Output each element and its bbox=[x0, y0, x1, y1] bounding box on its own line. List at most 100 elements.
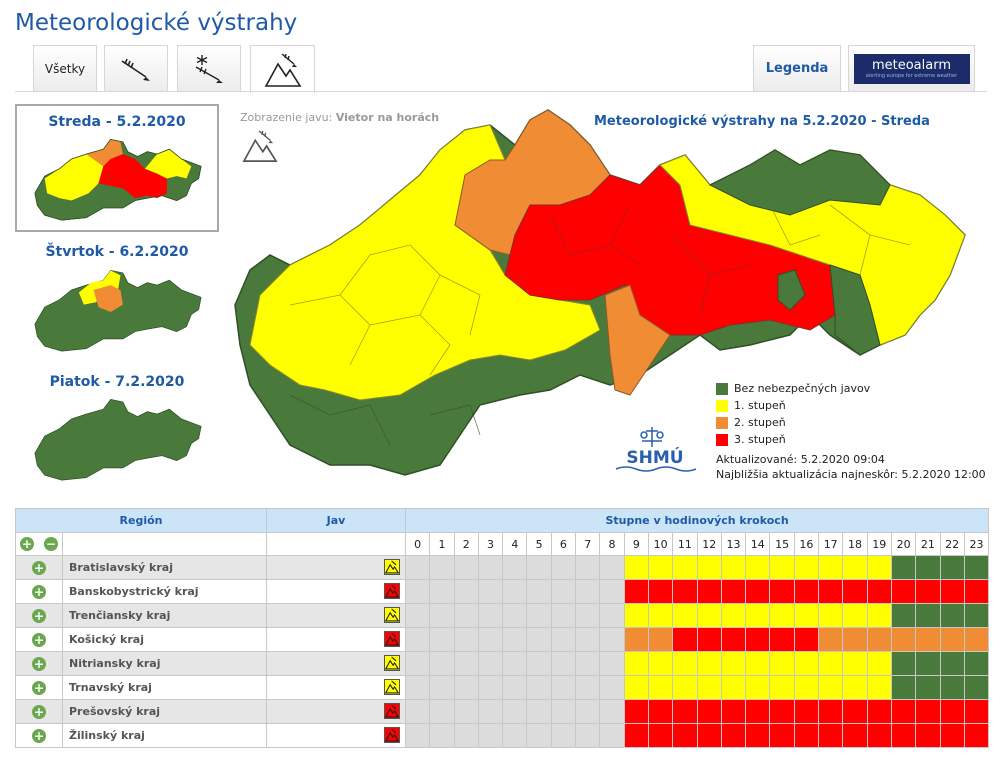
hour-level-cell bbox=[477, 723, 504, 748]
hour-level-cell bbox=[575, 555, 601, 580]
legend-row: 1. stupeň bbox=[716, 397, 870, 414]
expand-row-button[interactable]: + bbox=[32, 584, 46, 599]
hour-level-cell bbox=[502, 699, 528, 724]
tab-all[interactable]: Všetky bbox=[33, 45, 97, 91]
table-row[interactable]: + Žilinský kraj bbox=[15, 723, 990, 748]
legend-row: Bez nebezpečných javov bbox=[716, 380, 870, 397]
hour-level-cell bbox=[623, 699, 649, 724]
hour-level-cell bbox=[866, 723, 892, 748]
hour-header: 18 bbox=[842, 532, 868, 556]
table-row[interactable]: + Prešovský kraj bbox=[15, 699, 990, 724]
hour-level-cell bbox=[769, 603, 795, 628]
hour-level-cell bbox=[793, 651, 820, 676]
snow-wind-icon bbox=[195, 54, 223, 83]
next-update: Najbližšia aktualizácia najneskôr: 5.2.2… bbox=[716, 468, 986, 481]
hour-level-cell bbox=[720, 579, 747, 604]
hour-level-cell bbox=[745, 603, 771, 628]
hour-level-cell bbox=[939, 675, 965, 700]
mini-map-streda[interactable] bbox=[28, 137, 208, 225]
expand-collapse-controls: + − bbox=[15, 532, 63, 556]
hour-level-cell bbox=[890, 579, 917, 604]
mountain-wind-icon[interactable] bbox=[384, 631, 400, 647]
mountain-wind-icon[interactable] bbox=[384, 727, 400, 743]
hour-header: 8 bbox=[599, 532, 625, 556]
expand-row-button[interactable]: + bbox=[32, 704, 46, 719]
table-row[interactable]: + Trnavský kraj bbox=[15, 675, 990, 700]
hour-level-cell bbox=[550, 699, 577, 724]
collapse-all-button[interactable]: − bbox=[44, 537, 58, 551]
hour-level-cell bbox=[550, 603, 577, 628]
expand-all-button[interactable]: + bbox=[20, 537, 34, 551]
hour-level-cell bbox=[599, 651, 625, 676]
hour-level-cell bbox=[575, 675, 601, 700]
hour-level-cell bbox=[939, 603, 965, 628]
hour-level-cell bbox=[842, 651, 868, 676]
table-row[interactable]: + Trenčiansky kraj bbox=[15, 603, 990, 628]
hour-level-cell bbox=[915, 555, 941, 580]
hour-level-cell bbox=[453, 603, 479, 628]
day-label-stvrtok[interactable]: Štvrtok - 6.2.2020 bbox=[45, 244, 189, 260]
day-label-piatok[interactable]: Piatok - 7.2.2020 bbox=[49, 374, 185, 390]
expand-row-button[interactable]: + bbox=[32, 632, 46, 647]
hour-level-cell bbox=[623, 579, 649, 604]
expand-cell: + bbox=[15, 723, 63, 748]
hour-level-cell bbox=[526, 603, 552, 628]
hour-header: 10 bbox=[647, 532, 674, 556]
phenomenon-cell bbox=[266, 579, 406, 604]
legend-label: 3. stupeň bbox=[734, 433, 786, 446]
mini-map-stvrtok[interactable] bbox=[28, 268, 208, 356]
expand-row-button[interactable]: + bbox=[32, 608, 46, 623]
warning-table: Región Jav Stupne v hodinových krokoch +… bbox=[15, 508, 990, 748]
mountain-wind-icon[interactable] bbox=[384, 679, 400, 695]
hour-level-cell bbox=[696, 675, 722, 700]
mountain-wind-icon[interactable] bbox=[384, 583, 400, 599]
hour-level-cell bbox=[575, 699, 601, 724]
mini-map-piatok[interactable] bbox=[28, 397, 208, 485]
expand-row-button[interactable]: + bbox=[32, 680, 46, 695]
meteoalarm-tab[interactable]: meteoalarm alerting europe for extreme w… bbox=[848, 45, 975, 91]
tab-wind[interactable] bbox=[104, 45, 168, 91]
update-info: Aktualizované: 5.2.2020 09:04 Najbližšia… bbox=[716, 452, 986, 482]
mountain-wind-icon[interactable] bbox=[384, 559, 400, 575]
tab-snow-wind[interactable] bbox=[177, 45, 241, 91]
hour-level-cell bbox=[502, 579, 528, 604]
hour-level-cell bbox=[818, 651, 844, 676]
table-row[interactable]: + Košický kraj bbox=[15, 627, 990, 652]
hour-level-cell bbox=[404, 603, 431, 628]
mountain-wind-icon bbox=[242, 130, 278, 162]
hour-level-cell bbox=[502, 651, 528, 676]
mountain-wind-icon[interactable] bbox=[384, 607, 400, 623]
hour-level-cell bbox=[963, 555, 990, 580]
hour-level-cell bbox=[429, 675, 455, 700]
hour-level-cell bbox=[720, 723, 747, 748]
expand-row-button[interactable]: + bbox=[32, 656, 46, 671]
display-prefix: Zobrazenie javu: bbox=[240, 111, 333, 124]
hour-level-cell bbox=[453, 699, 479, 724]
legend-swatch-level2 bbox=[716, 416, 728, 429]
tab-mountain-wind[interactable] bbox=[250, 45, 315, 93]
slovakia-warning-map[interactable] bbox=[230, 105, 975, 485]
hour-level-cell bbox=[477, 603, 504, 628]
expand-row-button[interactable]: + bbox=[32, 728, 46, 743]
hour-level-cell bbox=[745, 699, 771, 724]
hour-level-cell bbox=[939, 651, 965, 676]
table-row[interactable]: + Banskobystrický kraj bbox=[15, 579, 990, 604]
table-row[interactable]: + Nitriansky kraj bbox=[15, 651, 990, 676]
legend-tab[interactable]: Legenda bbox=[753, 45, 841, 91]
table-row[interactable]: + Bratislavský kraj bbox=[15, 555, 990, 580]
expand-cell: + bbox=[15, 651, 63, 676]
hour-level-cell bbox=[745, 723, 771, 748]
day-label-streda[interactable]: Streda - 5.2.2020 bbox=[48, 114, 186, 130]
hour-level-cell bbox=[599, 723, 625, 748]
hour-level-cell bbox=[526, 627, 552, 652]
hour-level-cell bbox=[720, 603, 747, 628]
hour-level-cell bbox=[720, 555, 747, 580]
hour-level-cell bbox=[745, 651, 771, 676]
expand-row-button[interactable]: + bbox=[32, 560, 46, 575]
mountain-wind-icon[interactable] bbox=[384, 655, 400, 671]
mountain-wind-icon[interactable] bbox=[384, 703, 400, 719]
hour-level-cell bbox=[672, 723, 698, 748]
hour-level-cell bbox=[672, 699, 698, 724]
map-legend: Bez nebezpečných javov 1. stupeň 2. stup… bbox=[716, 380, 870, 448]
hour-level-cell bbox=[915, 651, 941, 676]
